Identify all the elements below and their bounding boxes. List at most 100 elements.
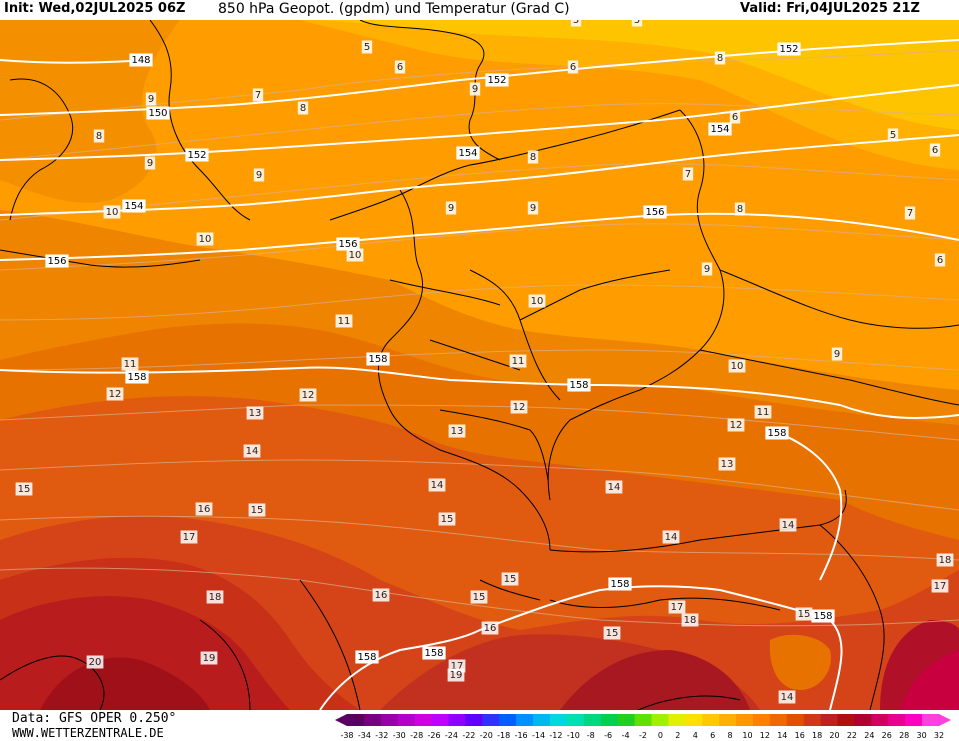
temperature-label: 6 (934, 253, 946, 267)
legend-swatch (769, 714, 788, 726)
svg-text:9: 9 (147, 158, 153, 169)
legend-bar (335, 714, 951, 726)
svg-text:11: 11 (338, 316, 351, 327)
temperature-label: 9 (253, 168, 265, 182)
svg-text:158: 158 (368, 354, 387, 365)
svg-text:10: 10 (106, 207, 119, 218)
svg-text:158: 158 (424, 648, 443, 659)
temperature-label: 14 (605, 480, 623, 494)
svg-text:9: 9 (834, 349, 840, 360)
svg-text:11: 11 (757, 407, 770, 418)
svg-text:14: 14 (781, 692, 794, 703)
svg-text:8: 8 (737, 204, 743, 215)
temperature-label: 8 (734, 202, 746, 216)
legend-swatch (820, 714, 839, 726)
temperature-label: 16 (372, 588, 390, 602)
svg-text:158: 158 (813, 611, 832, 622)
temperature-label: 9 (144, 156, 156, 170)
temperature-label: 8 (527, 150, 539, 164)
legend-tick-label: -24 (445, 731, 458, 740)
temperature-label: 10 (103, 205, 121, 219)
svg-text:16: 16 (484, 623, 497, 634)
geopotential-label: 156 (336, 237, 360, 251)
legend-tick-label: -6 (604, 731, 612, 740)
temperature-label: 12 (510, 400, 528, 414)
legend-tick-label: 6 (710, 731, 715, 740)
legend-swatch (871, 714, 889, 726)
temperature-label: 17 (180, 530, 198, 544)
temperature-fill (0, 20, 959, 710)
svg-text:150: 150 (148, 108, 167, 119)
legend-tick-label: -10 (567, 731, 580, 740)
temperature-label: 14 (428, 478, 446, 492)
legend-tick-label: -34 (358, 731, 371, 740)
legend-swatch (533, 714, 551, 726)
legend-swatch (651, 714, 669, 726)
svg-text:158: 158 (357, 652, 376, 663)
svg-text:156: 156 (645, 207, 664, 218)
svg-text:9: 9 (704, 264, 710, 275)
svg-text:148: 148 (131, 55, 150, 66)
geopotential-labels: 1481501521521521541541541561561561581581… (45, 42, 835, 664)
legend-tick-label: 14 (777, 731, 787, 740)
legend-swatch (803, 714, 822, 726)
legend-arrow-right (939, 714, 951, 726)
temperature-label: 8 (297, 101, 309, 115)
geopotential-label: 154 (456, 146, 480, 160)
temperature-label: 16 (195, 502, 213, 516)
svg-text:8: 8 (717, 53, 723, 64)
temperature-label: 15 (470, 590, 488, 604)
svg-text:14: 14 (782, 520, 795, 531)
temperature-labels: 5 5 5 5 6 6 6 6 6 7 7 7 8 8 8 8 8 9 9 9 9 9 9 9 9 10 10 10 10 10 11 11 1… (15, 20, 954, 704)
legend-swatch (702, 714, 720, 726)
legend-swatch (431, 714, 449, 726)
svg-text:7: 7 (685, 169, 691, 180)
legend-swatch (668, 714, 686, 726)
geopotential-label: 150 (146, 106, 170, 120)
color-legend: -38 -34 -32 -30 -28 -26 -24 -22 -20 -18 -16 -14 -12-… (335, 714, 951, 740)
temperature-label: 19 (200, 651, 218, 665)
temperature-label: 6 (394, 60, 406, 74)
geopotential-label: 158 (811, 609, 835, 623)
legend-tick-label: 20 (829, 731, 839, 740)
legend-swatch (448, 714, 466, 726)
geopotential-label: 152 (485, 73, 509, 87)
legend-swatch (685, 714, 703, 726)
temperature-label: 9 (445, 201, 457, 215)
geopotential-label: 158 (125, 370, 149, 384)
svg-text:16: 16 (375, 590, 388, 601)
temperature-label: 14 (778, 690, 796, 704)
temperature-label: 9 (469, 82, 481, 96)
svg-text:5: 5 (890, 130, 896, 141)
svg-text:10: 10 (349, 250, 362, 261)
legend-tick-label: 30 (916, 731, 926, 740)
svg-text:152: 152 (779, 44, 798, 55)
svg-text:10: 10 (731, 361, 744, 372)
geopotential-label: 154 (122, 199, 146, 213)
legend-tick-label: 0 (658, 731, 663, 740)
svg-text:12: 12 (513, 402, 526, 413)
svg-text:10: 10 (199, 234, 212, 245)
temperature-label: 18 (681, 613, 699, 627)
legend-tick-label: 2 (675, 731, 680, 740)
temperature-label: 15 (603, 626, 621, 640)
legend-tick-label: 8 (728, 731, 733, 740)
svg-text:152: 152 (187, 150, 206, 161)
temperature-label: 17 (668, 600, 686, 614)
temperature-label: 13 (246, 406, 264, 420)
geopotential-label: 158 (608, 577, 632, 591)
geopotential-label: 158 (422, 646, 446, 660)
svg-text:13: 13 (451, 426, 464, 437)
svg-text:15: 15 (606, 628, 619, 639)
svg-text:9: 9 (448, 203, 454, 214)
svg-text:18: 18 (209, 592, 222, 603)
legend-swatch (482, 714, 500, 726)
temperature-label: 17 (931, 579, 949, 593)
temperature-label: 10 (528, 294, 546, 308)
legend-tick-label: -20 (480, 731, 493, 740)
svg-text:7: 7 (907, 208, 913, 219)
svg-text:11: 11 (124, 359, 137, 370)
temperature-label: 15 (15, 482, 33, 496)
legend-tick-label: 16 (795, 731, 805, 740)
legend-swatch (736, 714, 754, 726)
